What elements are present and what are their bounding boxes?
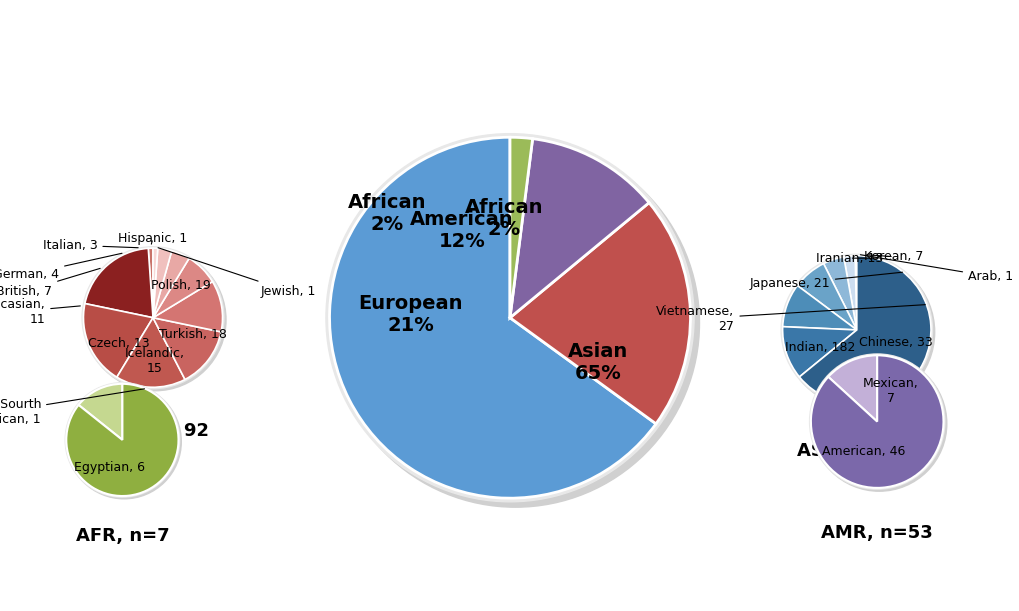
Circle shape — [326, 134, 693, 502]
Text: Turkish, 18: Turkish, 18 — [159, 328, 226, 342]
Wedge shape — [843, 256, 856, 330]
Wedge shape — [510, 139, 648, 318]
Text: African
2%: African 2% — [347, 192, 426, 233]
Text: Korean, 7: Korean, 7 — [863, 250, 922, 263]
Wedge shape — [822, 257, 856, 330]
Wedge shape — [827, 355, 876, 422]
Circle shape — [82, 247, 224, 389]
Circle shape — [809, 354, 944, 489]
Text: Arab, 1: Arab, 1 — [860, 255, 1012, 283]
Text: European
21%: European 21% — [359, 294, 463, 335]
Wedge shape — [329, 137, 655, 498]
Title: AMR, n=53: AMR, n=53 — [820, 524, 932, 542]
Wedge shape — [799, 256, 930, 404]
Circle shape — [84, 249, 226, 391]
Wedge shape — [148, 248, 153, 318]
Circle shape — [783, 257, 933, 408]
Text: African
2%: African 2% — [464, 198, 542, 239]
Text: Iranian, 13: Iranian, 13 — [815, 252, 882, 265]
Text: American
12%: American 12% — [410, 210, 514, 251]
Text: British, 7: British, 7 — [0, 268, 100, 298]
Wedge shape — [153, 282, 222, 332]
Circle shape — [65, 382, 179, 497]
Circle shape — [67, 384, 181, 499]
Text: German, 4: German, 4 — [0, 254, 122, 281]
Text: Jewish, 1: Jewish, 1 — [158, 247, 316, 298]
Wedge shape — [510, 203, 690, 424]
Wedge shape — [797, 263, 856, 330]
Text: Caucasian,
11: Caucasian, 11 — [0, 298, 81, 326]
Text: Chinese, 33: Chinese, 33 — [858, 336, 931, 349]
Wedge shape — [153, 248, 158, 318]
Circle shape — [331, 139, 699, 507]
Wedge shape — [153, 318, 221, 379]
Text: Egyptian, 6: Egyptian, 6 — [73, 461, 145, 474]
Wedge shape — [117, 318, 184, 387]
Circle shape — [811, 356, 946, 491]
Title: AFR, n=7: AFR, n=7 — [75, 527, 169, 546]
Wedge shape — [782, 285, 856, 330]
Wedge shape — [66, 384, 178, 496]
Text: Italian, 3: Italian, 3 — [43, 239, 138, 252]
Wedge shape — [153, 248, 171, 318]
Title: ASN, n=284: ASN, n=284 — [796, 442, 916, 460]
Wedge shape — [510, 137, 532, 318]
Text: Hispanic, 1: Hispanic, 1 — [118, 232, 187, 244]
Wedge shape — [85, 248, 153, 318]
Wedge shape — [782, 327, 856, 377]
Text: Icelandic,
15: Icelandic, 15 — [124, 347, 184, 375]
Wedge shape — [810, 355, 943, 488]
Text: American, 46: American, 46 — [821, 445, 905, 458]
Text: Vietnamese,
27: Vietnamese, 27 — [655, 305, 924, 333]
Text: Czech, 13: Czech, 13 — [88, 337, 150, 350]
Wedge shape — [854, 256, 856, 330]
Title: EUR, n= 92: EUR, n= 92 — [97, 422, 209, 440]
Wedge shape — [78, 384, 122, 440]
Text: Mexican,
7: Mexican, 7 — [862, 377, 917, 405]
Text: Asian
65%: Asian 65% — [568, 342, 628, 383]
Circle shape — [781, 254, 931, 406]
Wedge shape — [153, 251, 189, 318]
Text: Black Sourth
African, 1: Black Sourth African, 1 — [0, 389, 145, 426]
Text: Polish, 19: Polish, 19 — [151, 279, 211, 291]
Text: Japanese, 21: Japanese, 21 — [749, 273, 902, 290]
Wedge shape — [153, 258, 212, 318]
Text: Indian, 182: Indian, 182 — [784, 341, 854, 354]
Wedge shape — [84, 304, 153, 377]
